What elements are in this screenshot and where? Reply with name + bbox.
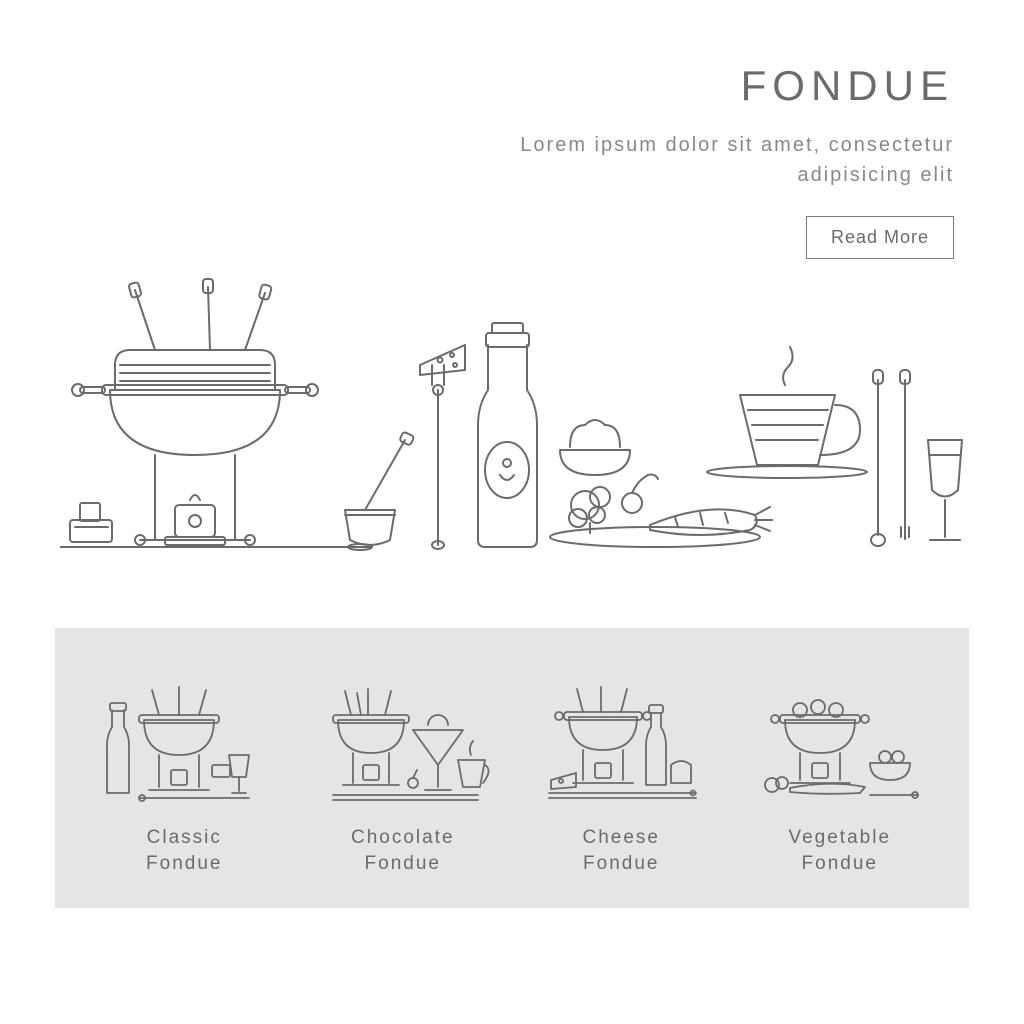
sugar-cubes-icon bbox=[70, 503, 112, 542]
category-vegetable[interactable]: Vegetable Fondue bbox=[731, 665, 950, 878]
classic-fondue-icon bbox=[94, 665, 274, 805]
burner-icon bbox=[165, 495, 225, 545]
cheese-fork-icon bbox=[420, 345, 465, 549]
sauce-bowl-icon bbox=[345, 432, 414, 545]
category-cheese[interactable]: Cheese Fondue bbox=[512, 665, 731, 878]
utensils-icon bbox=[871, 370, 910, 546]
category-label: Classic Fondue bbox=[146, 825, 222, 878]
wine-glass-icon bbox=[928, 440, 962, 540]
mug-icon bbox=[707, 347, 867, 478]
hero-illustration bbox=[60, 275, 970, 575]
category-chocolate[interactable]: Chocolate Fondue bbox=[294, 665, 513, 878]
category-label: Vegetable Fondue bbox=[788, 825, 891, 878]
category-label: Cheese Fondue bbox=[583, 825, 661, 878]
vegetable-fondue-icon bbox=[750, 665, 930, 805]
cheese-fondue-icon bbox=[531, 665, 711, 805]
chocolate-fondue-icon bbox=[313, 665, 493, 805]
read-more-button[interactable]: Read More bbox=[806, 216, 954, 259]
page-title: FONDUE bbox=[514, 62, 954, 110]
category-label: Chocolate Fondue bbox=[351, 825, 455, 878]
categories-strip: Classic Fondue bbox=[55, 628, 969, 908]
page-subtitle: Lorem ipsum dolor sit amet, consectetur … bbox=[514, 130, 954, 190]
wine-bottle-icon bbox=[478, 323, 537, 547]
plate-icon bbox=[550, 475, 772, 548]
bread-bowl-icon bbox=[560, 420, 630, 475]
category-classic[interactable]: Classic Fondue bbox=[75, 665, 294, 878]
